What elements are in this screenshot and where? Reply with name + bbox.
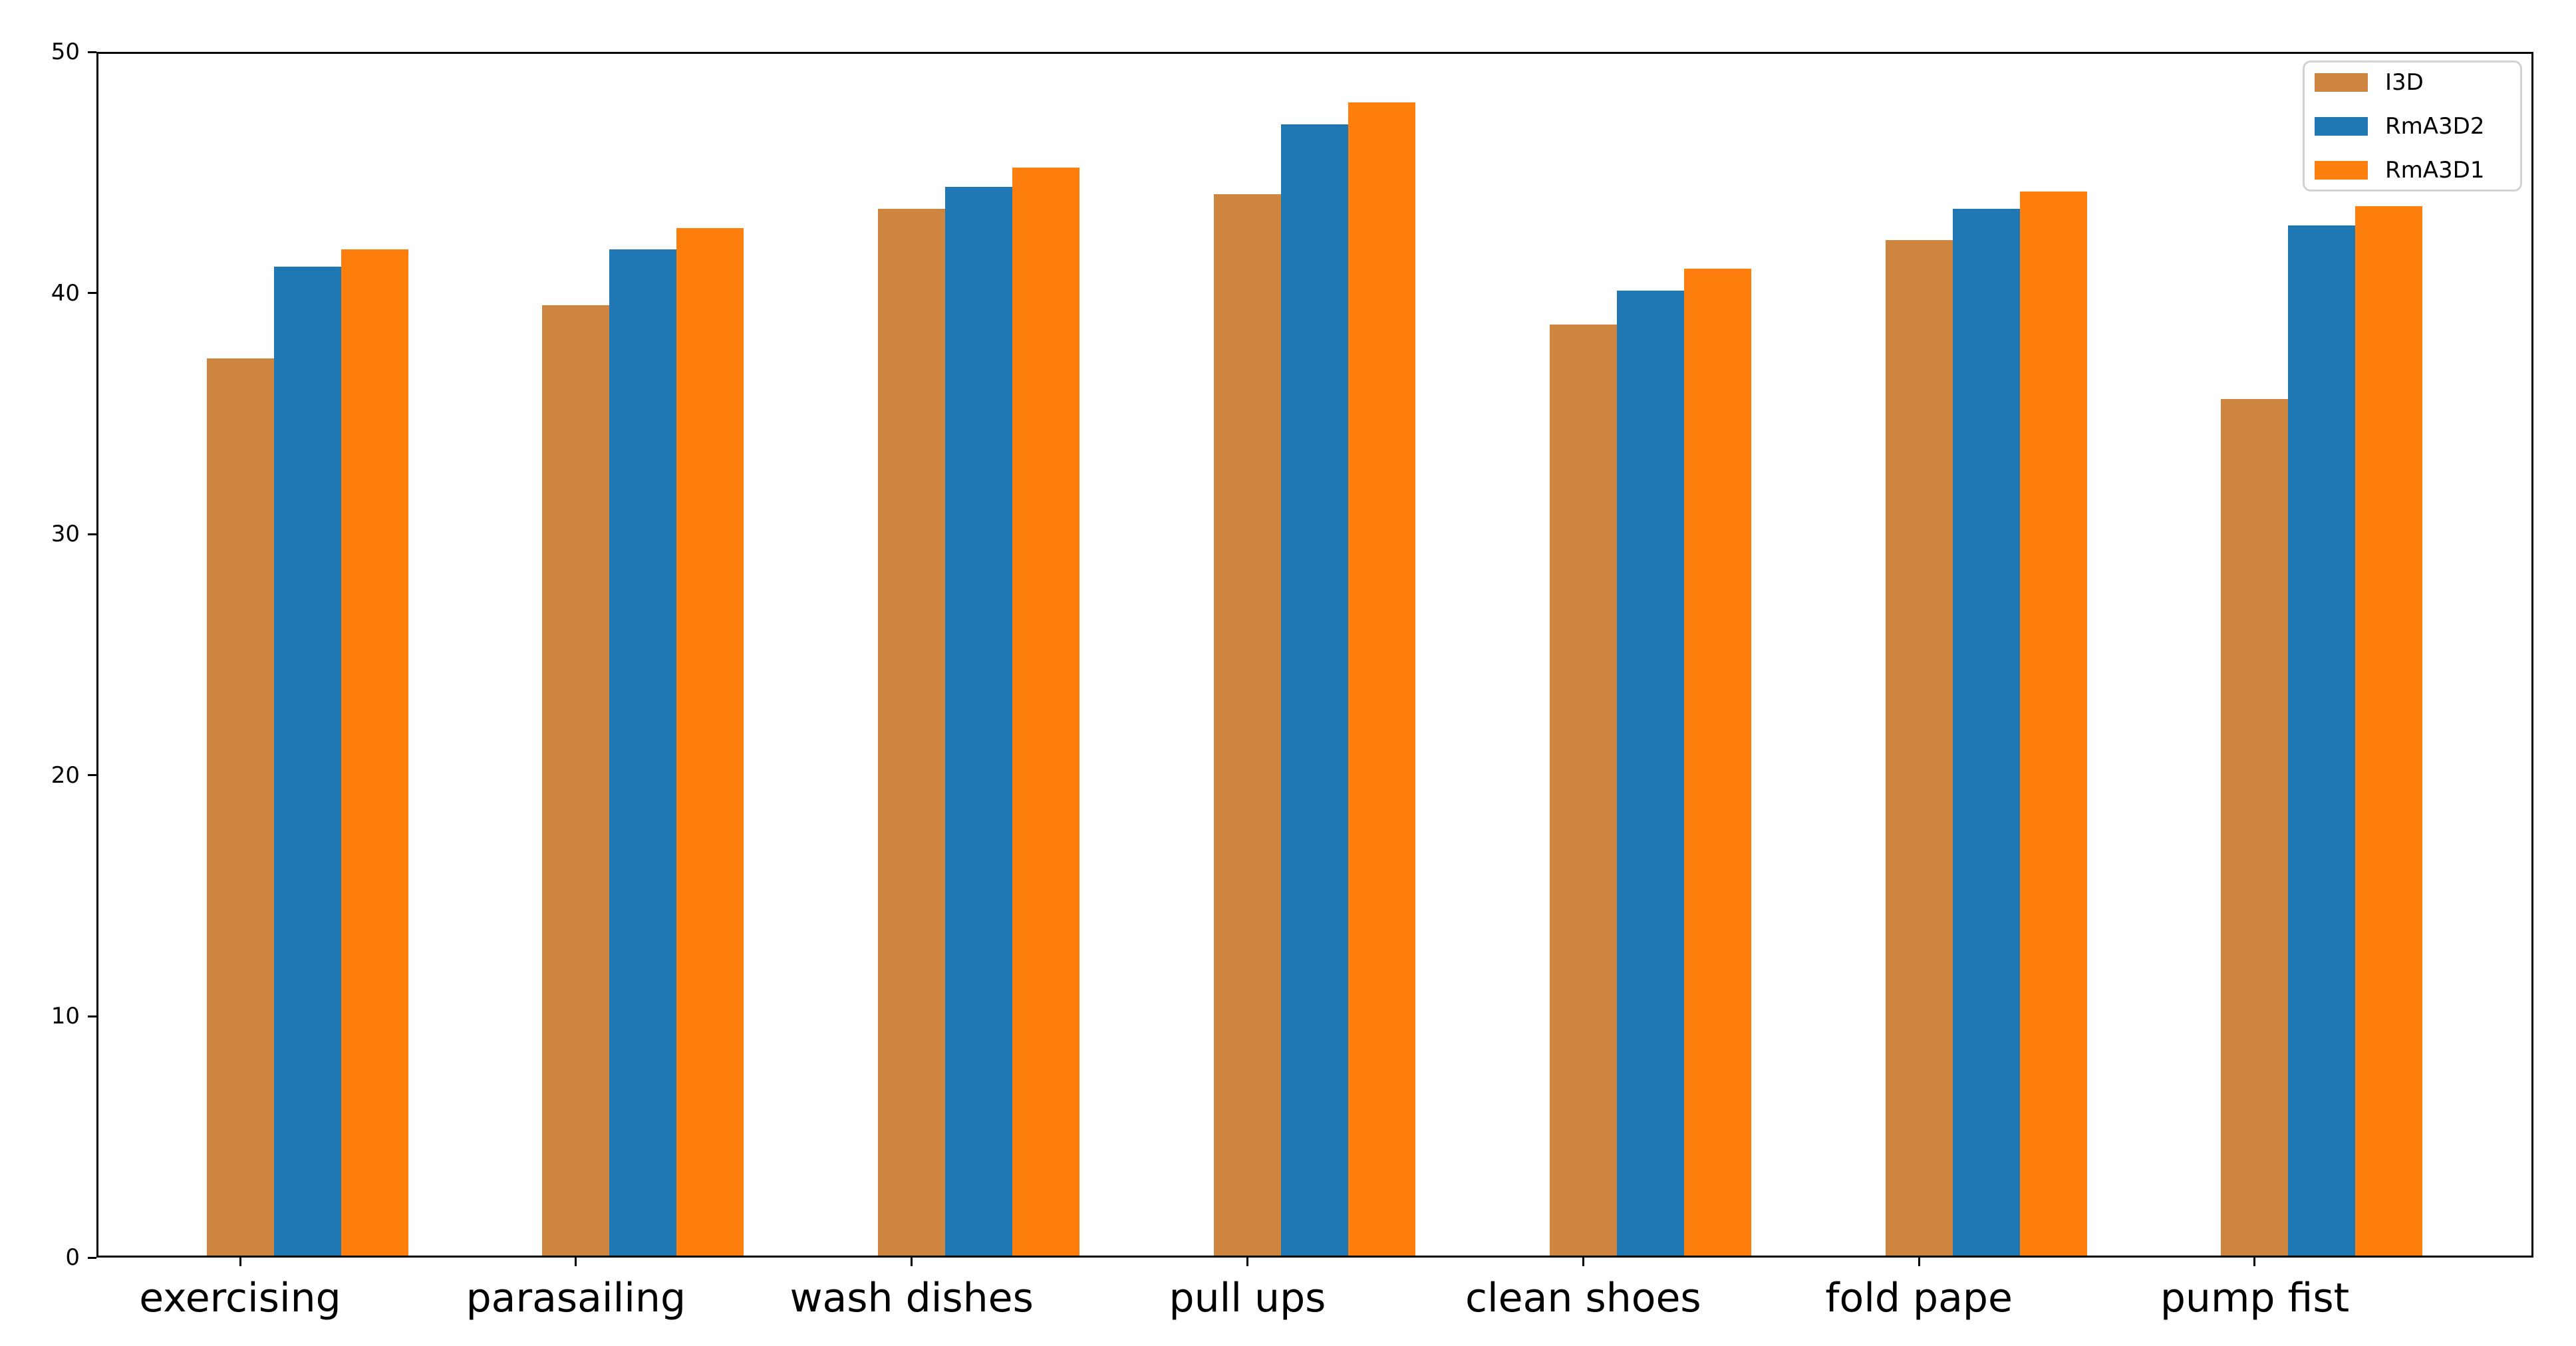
y-tick-mark xyxy=(88,533,96,535)
bar-RmA3D2-clean-shoes xyxy=(1616,290,1684,1258)
bar-I3D-exercising xyxy=(206,358,274,1258)
legend-label-RmA3D1: RmA3D1 xyxy=(2385,156,2485,184)
y-tick-label: 10 xyxy=(51,1003,80,1030)
bar-RmA3D1-fold-pape xyxy=(2019,192,2087,1258)
bar-RmA3D2-pull-ups xyxy=(1280,124,1348,1258)
y-tick-label: 30 xyxy=(51,521,80,548)
bar-RmA3D2-exercising xyxy=(273,266,341,1258)
legend-row-I3D: I3D xyxy=(2315,71,2520,94)
x-tick-label-wash-dishes: wash dishes xyxy=(789,1275,1034,1321)
y-tick-label: 0 xyxy=(65,1244,80,1271)
bar-RmA3D1-wash-dishes xyxy=(1012,168,1080,1258)
x-tick-mark xyxy=(1246,1258,1248,1266)
bar-RmA3D1-pull-ups xyxy=(1348,102,1415,1258)
bar-I3D-pump-fist xyxy=(2221,399,2289,1258)
bar-I3D-clean-shoes xyxy=(1549,324,1617,1258)
y-tick-mark xyxy=(88,292,96,295)
x-tick-label-parasailing: parasailing xyxy=(466,1275,686,1321)
bar-RmA3D1-pump-fist xyxy=(2355,206,2423,1258)
y-tick-label: 50 xyxy=(51,39,80,65)
bar-RmA3D1-exercising xyxy=(341,249,408,1258)
y-tick-mark xyxy=(88,51,96,53)
legend-label-I3D: I3D xyxy=(2385,68,2424,96)
x-tick-label-clean-shoes: clean shoes xyxy=(1465,1275,1701,1321)
x-tick-mark xyxy=(911,1258,913,1266)
x-tick-label-exercising: exercising xyxy=(139,1275,341,1321)
legend-row-RmA3D2: RmA3D2 xyxy=(2315,115,2520,138)
bar-RmA3D2-parasailing xyxy=(609,249,677,1258)
bar-RmA3D2-fold-pape xyxy=(1952,208,2020,1258)
bar-I3D-pull-ups xyxy=(1213,194,1281,1258)
x-tick-mark xyxy=(575,1258,577,1266)
legend-swatch-RmA3D2 xyxy=(2315,116,2368,136)
x-tick-label-pump-fist: pump fist xyxy=(2160,1275,2350,1321)
x-tick-mark xyxy=(1582,1258,1584,1266)
y-tick-label: 20 xyxy=(51,761,80,789)
bar-RmA3D2-pump-fist xyxy=(2288,225,2356,1258)
x-tick-label-fold-pape: fold pape xyxy=(1825,1275,2013,1321)
y-tick-mark xyxy=(88,1015,96,1017)
bar-I3D-wash-dishes xyxy=(878,208,946,1258)
y-tick-label: 40 xyxy=(51,279,80,307)
x-tick-label-pull-ups: pull ups xyxy=(1169,1275,1326,1321)
x-tick-mark xyxy=(1918,1258,1920,1266)
bar-I3D-fold-pape xyxy=(1885,239,1953,1258)
legend-label-RmA3D2: RmA3D2 xyxy=(2385,112,2485,140)
legend-swatch-RmA3D1 xyxy=(2315,160,2368,180)
x-tick-mark xyxy=(2253,1258,2256,1266)
x-tick-mark xyxy=(239,1258,241,1266)
legend-swatch-I3D xyxy=(2315,72,2368,92)
bar-RmA3D2-wash-dishes xyxy=(945,187,1013,1258)
bar-I3D-parasailing xyxy=(542,305,610,1258)
bar-RmA3D1-clean-shoes xyxy=(1683,269,1751,1258)
legend: I3D RmA3D2 RmA3D1 xyxy=(2303,61,2522,192)
bar-RmA3D1-parasailing xyxy=(676,227,744,1258)
legend-row-RmA3D1: RmA3D1 xyxy=(2315,159,2520,182)
y-tick-mark xyxy=(88,1256,96,1259)
y-tick-mark xyxy=(88,774,96,777)
